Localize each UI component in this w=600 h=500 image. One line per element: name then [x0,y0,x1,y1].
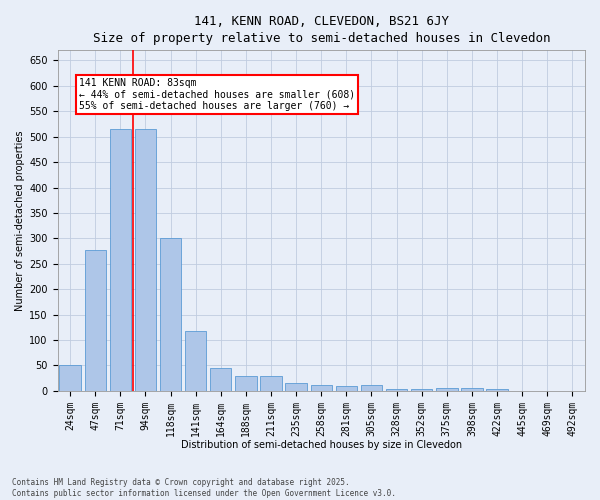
Bar [210,368,232,391]
Bar [286,383,307,391]
Y-axis label: Number of semi-detached properties: Number of semi-detached properties [15,130,25,311]
Bar [411,390,433,391]
Title: 141, KENN ROAD, CLEVEDON, BS21 6JY
Size of property relative to semi-detached ho: 141, KENN ROAD, CLEVEDON, BS21 6JY Size … [92,15,550,45]
Bar [110,129,131,391]
Bar [436,388,458,391]
Bar [311,385,332,391]
Bar [386,390,407,391]
Bar [336,386,357,391]
Bar [59,366,81,391]
Bar [235,376,257,391]
X-axis label: Distribution of semi-detached houses by size in Clevedon: Distribution of semi-detached houses by … [181,440,462,450]
Bar [361,385,382,391]
Bar [160,238,181,391]
Text: 141 KENN ROAD: 83sqm
← 44% of semi-detached houses are smaller (608)
55% of semi: 141 KENN ROAD: 83sqm ← 44% of semi-detac… [79,78,355,112]
Bar [487,390,508,391]
Bar [135,129,156,391]
Text: Contains HM Land Registry data © Crown copyright and database right 2025.
Contai: Contains HM Land Registry data © Crown c… [12,478,396,498]
Bar [461,388,482,391]
Bar [85,250,106,391]
Bar [260,376,281,391]
Bar [185,331,206,391]
